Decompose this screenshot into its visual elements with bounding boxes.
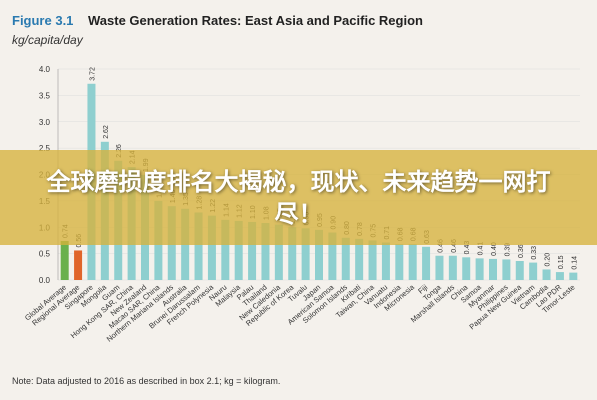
bar [207,215,216,280]
bar [462,257,471,280]
chart-title: Waste Generation Rates: East Asia and Pa… [88,13,423,28]
bar [248,221,257,280]
bar [328,232,337,280]
bar [408,244,417,280]
bar [315,229,323,280]
bar [194,212,203,280]
value-label: 0.46 [437,239,444,253]
bar [221,219,230,280]
bar [422,246,431,280]
bar [341,237,350,280]
value-label: 0.15 [558,255,565,269]
bar [74,250,83,280]
bar [489,258,497,280]
value-label: 2.62 [103,125,110,139]
bar [448,255,457,280]
value-label: 0.41 [478,242,485,256]
figure-label: Figure 3.1 [12,13,73,28]
y-tick-label: 3.5 [39,91,51,100]
banner: 全球磨损度排名大揭秘，现状、未来趋势一网打尽！ [0,150,597,245]
bar [435,255,444,280]
bar [301,228,310,280]
bar [368,240,377,280]
bar [288,227,297,280]
y-tick-label: 0.0 [39,276,51,285]
bar [355,238,364,280]
value-label: 0.33 [531,246,538,260]
y-tick-label: 4.0 [39,65,51,74]
bar [261,223,270,280]
value-label: 0.39 [504,243,511,257]
value-label: 0.40 [491,242,498,256]
bar [515,261,524,280]
bar [529,262,538,280]
y-tick-label: 3.0 [39,118,51,127]
value-label: 0.43 [464,241,471,255]
bar [234,220,243,280]
bar [542,269,551,280]
bar [555,272,564,280]
bar [274,224,283,280]
bar [60,240,69,280]
y-tick-label: 0.5 [39,250,51,259]
bar [395,244,404,280]
value-label: 3.72 [89,67,96,81]
bar [381,242,390,280]
value-label: 0.20 [545,253,552,267]
y-tick-label: 2.5 [39,144,51,153]
subtitle: kg/capita/day [12,33,84,47]
note: Note: Data adjusted to 2016 as described… [12,376,280,386]
bar [569,272,578,280]
bar [475,258,484,280]
value-label: 0.36 [518,244,525,258]
bar [502,259,511,280]
banner-text: 全球磨损度排名大揭秘，现状、未来趋势一网打尽！ [46,167,551,228]
value-label: 0.46 [451,239,458,253]
value-label: 0.14 [571,256,578,270]
